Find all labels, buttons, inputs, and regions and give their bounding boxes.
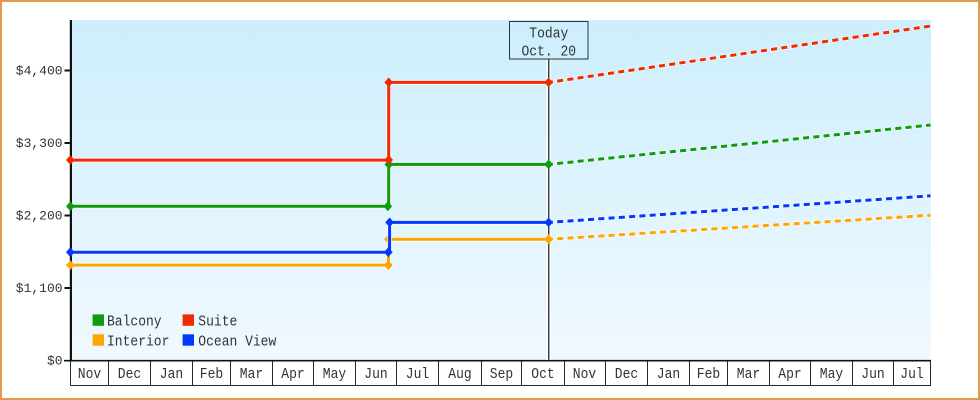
svg-text:$4,400: $4,400 — [16, 63, 63, 78]
svg-text:$0: $0 — [47, 353, 63, 368]
svg-text:Dec: Dec — [118, 367, 141, 383]
svg-text:Sep: Sep — [490, 367, 513, 383]
svg-text:Jun: Jun — [364, 367, 387, 383]
svg-text:$1,100: $1,100 — [16, 281, 63, 296]
svg-text:Oct. 20: Oct. 20 — [521, 45, 576, 61]
svg-text:Jul: Jul — [406, 366, 429, 383]
svg-text:Feb: Feb — [200, 366, 223, 383]
svg-text:May: May — [323, 367, 346, 383]
svg-text:Today: Today — [529, 26, 568, 43]
svg-text:Suite: Suite — [198, 314, 237, 331]
svg-text:$3,300: $3,300 — [16, 136, 63, 151]
svg-text:Jun: Jun — [861, 367, 884, 383]
svg-text:Aug: Aug — [448, 367, 471, 383]
svg-text:Mar: Mar — [737, 367, 760, 383]
svg-text:Interior: Interior — [107, 334, 169, 351]
svg-text:Apr: Apr — [281, 367, 304, 383]
svg-text:Jan: Jan — [160, 367, 183, 383]
svg-text:Nov: Nov — [78, 367, 101, 383]
svg-text:Ocean View: Ocean View — [198, 334, 277, 351]
svg-text:Feb: Feb — [697, 366, 720, 383]
svg-text:Mar: Mar — [240, 367, 263, 383]
svg-text:May: May — [820, 367, 843, 383]
svg-text:Jan: Jan — [657, 367, 680, 383]
svg-text:Oct: Oct — [531, 367, 554, 383]
svg-text:Dec: Dec — [615, 367, 638, 383]
svg-text:Nov: Nov — [573, 367, 596, 383]
svg-text:$2,200: $2,200 — [16, 208, 63, 223]
svg-text:Apr: Apr — [778, 367, 801, 383]
svg-text:Balcony: Balcony — [107, 314, 162, 331]
svg-text:Jul: Jul — [900, 366, 923, 383]
